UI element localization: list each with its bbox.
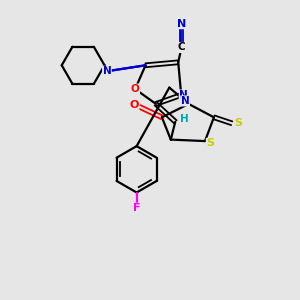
Text: N: N: [177, 19, 186, 29]
Text: S: S: [206, 139, 214, 148]
Text: S: S: [234, 118, 242, 128]
Text: F: F: [133, 203, 140, 213]
Text: N: N: [103, 66, 111, 76]
Text: O: O: [130, 100, 139, 110]
Text: N: N: [179, 90, 188, 100]
Text: H: H: [180, 114, 189, 124]
Text: O: O: [131, 84, 140, 94]
Text: N: N: [181, 96, 189, 106]
Text: C: C: [177, 43, 185, 52]
